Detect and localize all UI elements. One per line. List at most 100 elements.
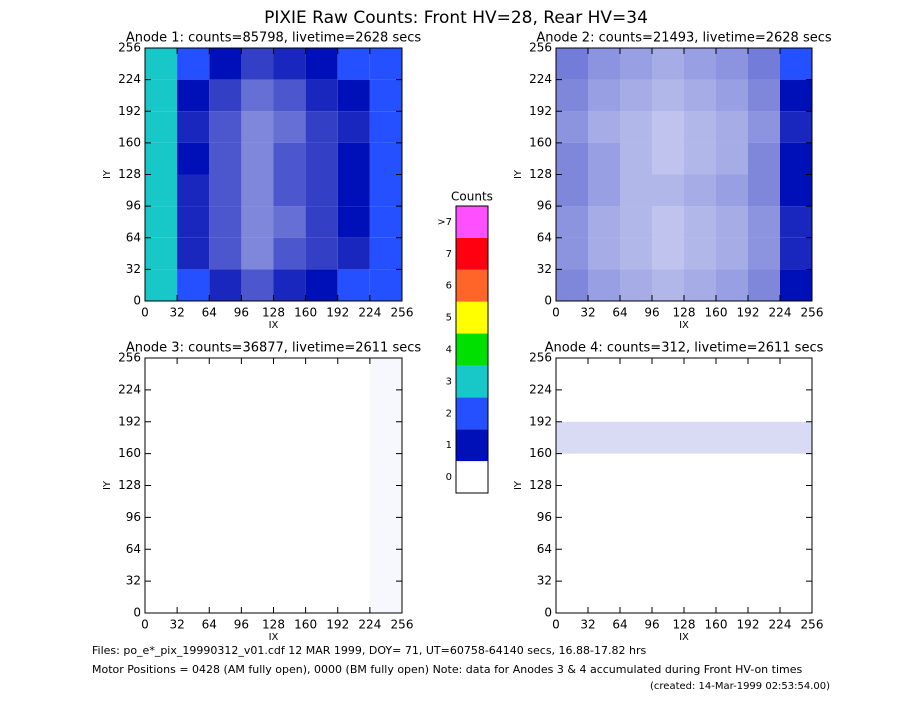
panel-title: Anode 3: counts=36877, livetime=2611 sec… <box>126 341 422 356</box>
y-tick-label: 160 <box>118 135 141 149</box>
heat-cell <box>620 269 652 301</box>
heat-cell <box>241 142 274 175</box>
panel-title: Anode 1: counts=85798, livetime=2628 sec… <box>126 31 422 46</box>
heat-cell <box>209 206 242 238</box>
x-tick-label: 224 <box>358 618 381 632</box>
heat-cell <box>684 581 716 613</box>
x-tick-label: 96 <box>644 306 659 320</box>
heat-cell <box>241 422 273 454</box>
heat-cell <box>145 142 178 175</box>
heat-cell <box>748 111 780 143</box>
heat-cell <box>177 390 209 422</box>
heat-cell <box>684 390 716 422</box>
heat-cell <box>588 486 620 518</box>
y-tick-label: 64 <box>537 542 552 556</box>
y-tick-label: 128 <box>529 167 552 181</box>
heat-cell <box>684 517 716 549</box>
x-tick-label: 64 <box>202 306 217 320</box>
heat-cell <box>748 390 780 422</box>
heat-cell <box>369 174 402 207</box>
heat-cell <box>620 174 652 207</box>
heat-cell <box>338 581 370 613</box>
heat-cell <box>780 358 812 390</box>
y-tick-label: 64 <box>126 542 141 556</box>
x-tick-label: 128 <box>262 618 285 632</box>
heat-cell <box>588 421 620 454</box>
colorbar-label: 1 <box>446 440 452 451</box>
heat-cell <box>177 486 209 518</box>
heat-cell <box>588 206 620 238</box>
heat-cell <box>306 358 338 390</box>
heat-cell <box>652 517 684 549</box>
heat-cell <box>274 486 306 518</box>
x-tick-label: 160 <box>294 306 317 320</box>
heat-cell <box>369 79 402 112</box>
y-tick-label: 256 <box>529 351 552 365</box>
heat-cell <box>684 79 716 112</box>
heat-cell <box>780 174 812 207</box>
y-tick-label: 224 <box>529 72 552 86</box>
heat-cell <box>620 358 652 390</box>
heat-cell <box>370 454 402 486</box>
heat-cell <box>620 142 652 175</box>
heat-cell <box>588 454 620 486</box>
heat-cell <box>305 174 338 207</box>
heat-cell <box>274 358 306 390</box>
heat-cell <box>748 48 780 80</box>
heat-cell <box>620 390 652 422</box>
y-tick-label: 160 <box>529 135 552 149</box>
panel-title: Anode 4: counts=312, livetime=2611 secs <box>545 341 824 356</box>
heat-cell <box>556 358 588 390</box>
heat-cell <box>370 422 402 454</box>
heat-cell <box>588 517 620 549</box>
y-tick-label: 0 <box>544 606 552 620</box>
heat-cell <box>273 111 306 143</box>
heat-cell <box>274 422 306 454</box>
heat-cell <box>337 48 370 80</box>
heat-cell <box>177 549 209 581</box>
heat-cell <box>620 549 652 581</box>
heat-cell <box>588 79 620 112</box>
y-axis-label: IY <box>102 480 113 490</box>
x-tick-label: 128 <box>262 306 285 320</box>
x-tick-label: 128 <box>673 306 696 320</box>
x-tick-label: 96 <box>234 306 249 320</box>
y-tick-label: 160 <box>529 446 552 460</box>
heat-cell <box>273 48 306 80</box>
heat-cell <box>620 486 652 518</box>
heat-cell <box>748 174 780 207</box>
heat-cell <box>241 111 274 143</box>
heat-cell <box>241 549 273 581</box>
heat-cell <box>780 517 812 549</box>
heat-cell <box>556 206 588 238</box>
heat-cell <box>177 48 210 80</box>
y-axis-label: IY <box>102 169 113 179</box>
heat-cell <box>684 454 716 486</box>
x-tick-label: 32 <box>580 306 595 320</box>
heat-cell <box>177 206 210 238</box>
heat-cell <box>177 422 209 454</box>
heat-cell <box>177 79 210 112</box>
heat-cell <box>588 174 620 207</box>
heat-cell <box>177 517 209 549</box>
x-tick-label: 192 <box>737 306 760 320</box>
heat-cell <box>716 174 748 207</box>
heat-cell <box>370 517 402 549</box>
heat-cell <box>145 549 177 581</box>
heat-cell <box>780 581 812 613</box>
heat-cell <box>274 454 306 486</box>
x-tick-label: 224 <box>769 306 792 320</box>
heat-cell <box>209 581 241 613</box>
heat-cell <box>273 174 306 207</box>
x-tick-label: 0 <box>552 306 560 320</box>
heat-cell <box>588 390 620 422</box>
colorbar-label: >7 <box>437 217 452 228</box>
heat-cell <box>209 111 242 143</box>
colorbar-box <box>456 206 488 238</box>
heat-cell <box>209 422 241 454</box>
heat-cell <box>145 486 177 518</box>
footer-files: Files: po_e*_pix_19990312_v01.cdf 12 MAR… <box>92 644 646 657</box>
heat-cell <box>209 174 242 207</box>
y-tick-label: 64 <box>537 230 552 244</box>
heat-cell <box>306 422 338 454</box>
